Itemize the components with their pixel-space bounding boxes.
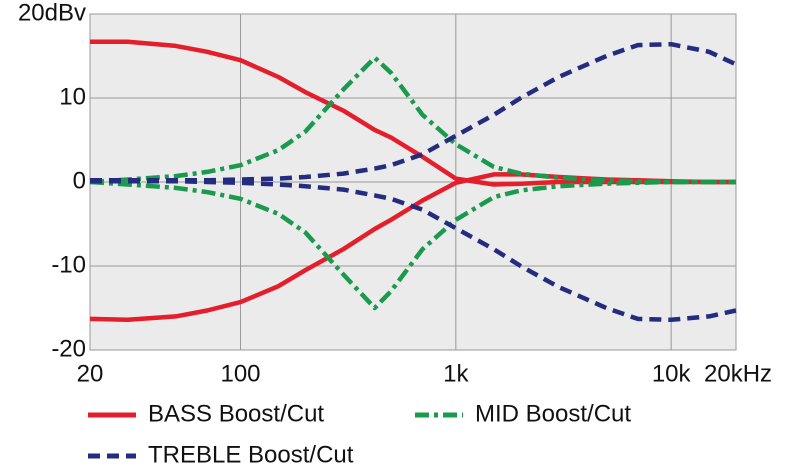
legend-label: MID Boost/Cut <box>475 400 631 427</box>
x-tick-label: 20kHz <box>704 360 772 387</box>
x-tick-label: 20 <box>77 360 104 387</box>
series-line <box>89 55 736 185</box>
legend-label: TREBLE Boost/Cut <box>148 441 354 468</box>
x-tick-label: 10k <box>652 360 692 387</box>
series-line <box>89 179 736 311</box>
y-tick-label: 10 <box>59 83 86 110</box>
legend-label: BASS Boost/Cut <box>148 400 324 427</box>
series-line <box>90 178 737 323</box>
y-tick-label: -20 <box>51 335 86 362</box>
x-tick-label: 100 <box>220 360 260 387</box>
y-tick-label: -10 <box>51 251 86 278</box>
y-tick-label: 20dBv <box>18 0 86 26</box>
x-tick-label: 1k <box>443 360 469 387</box>
y-tick-label: 0 <box>73 167 86 194</box>
